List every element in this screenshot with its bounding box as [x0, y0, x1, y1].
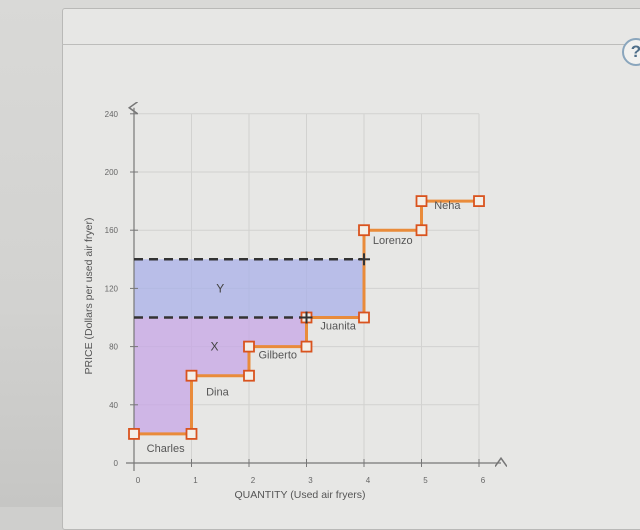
seller-label: Juanita	[320, 321, 356, 333]
x-tick-label: 1	[193, 476, 198, 485]
x-axis-title: QUANTITY (Used air fryers)	[234, 489, 365, 501]
y-tick-label: 0	[114, 459, 119, 468]
x-tick-label: 2	[251, 476, 256, 485]
supply-point-handle[interactable]	[358, 224, 370, 237]
y-tick-label: 80	[109, 343, 118, 352]
supply-point-handle[interactable]	[243, 340, 255, 353]
seller-points[interactable]	[128, 195, 485, 440]
x-tick-label: 6	[481, 476, 486, 485]
y-tick-label: 160	[105, 226, 119, 235]
y-tick-label: 40	[109, 401, 118, 410]
help-button[interactable]: ?	[622, 38, 640, 66]
seller-label: Dina	[206, 387, 230, 399]
seller-label: Gilberto	[258, 350, 297, 362]
seller-labels: Charles Dina Gilberto Juanita Lorenzo Neha	[147, 200, 462, 455]
seller-label: Lorenzo	[373, 235, 413, 247]
x-tick-label: 0	[136, 476, 141, 485]
x-tick-label: 4	[366, 476, 371, 485]
supply-graph: X Y 0 40 80 120 160 200 240 0 1 2 3 4 5 6 Charles Dina G…	[83, 0, 640, 501]
supply-point-handle[interactable]	[128, 427, 140, 440]
axes: 0 40 80 120 160 200 240 0 1 2 3 4 5 6	[105, 108, 501, 485]
area-y-label: Y	[216, 281, 224, 295]
y-tick-label: 120	[105, 284, 119, 293]
supply-point-handle[interactable]	[300, 340, 313, 353]
seller-label: Neha	[434, 200, 461, 212]
y-axis-title: PRICE (Dollars per used air fryer)	[83, 218, 95, 375]
panel-divider	[62, 44, 640, 45]
supply-point-handle[interactable]	[473, 195, 485, 208]
y-tick-label: 200	[105, 168, 119, 177]
seller-label: Charles	[147, 443, 185, 455]
supply-point-handle[interactable]	[358, 311, 370, 324]
supply-point-handle[interactable]	[185, 369, 198, 382]
supply-point-handle[interactable]	[415, 195, 428, 208]
y-tick-label: 240	[105, 110, 119, 119]
price-lines	[134, 258, 364, 319]
x-tick-label: 3	[308, 476, 313, 485]
supply-point-handle[interactable]	[243, 369, 255, 382]
area-y	[134, 259, 364, 318]
area-x-label: X	[210, 340, 218, 354]
supply-point-handle[interactable]	[185, 427, 198, 440]
x-tick-label: 5	[423, 476, 428, 485]
supply-point-handle[interactable]	[415, 224, 428, 237]
